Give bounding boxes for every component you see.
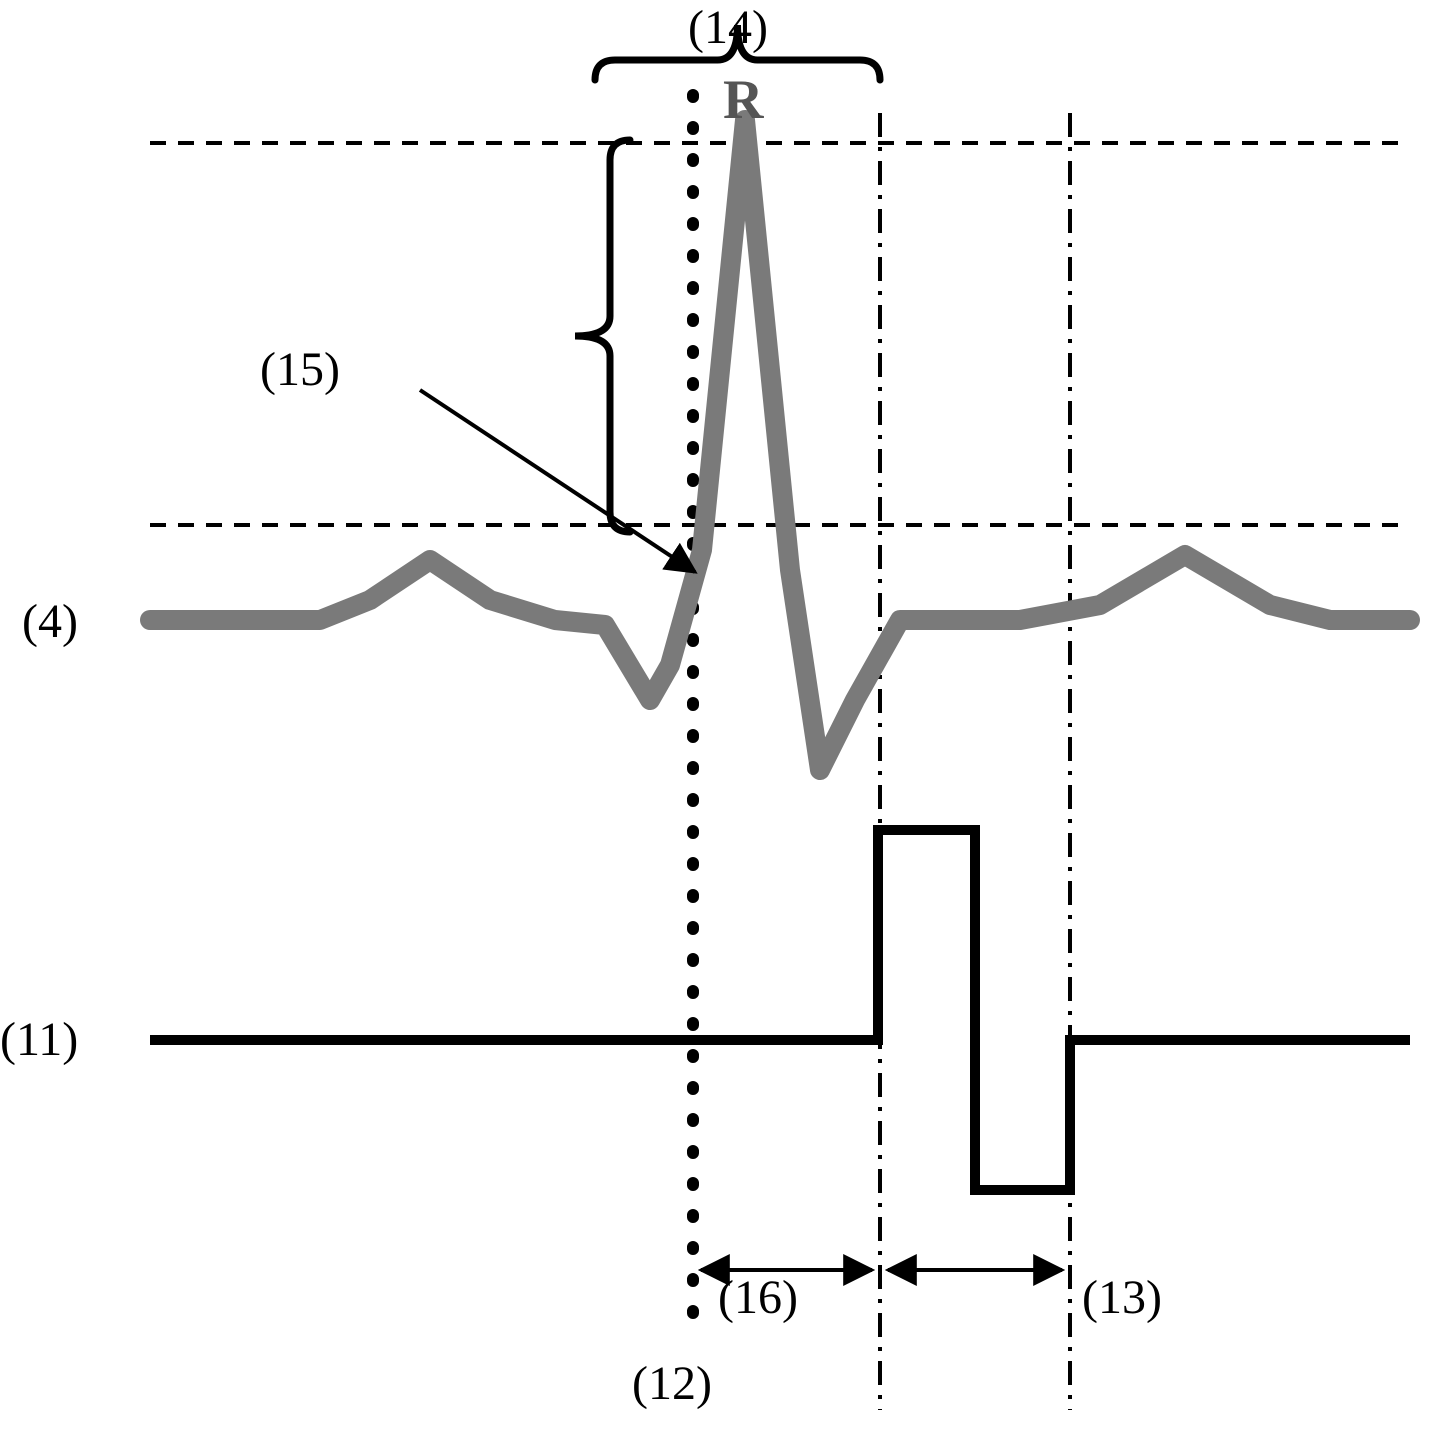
label-16: (16) [718, 1270, 798, 1325]
label-R: R [723, 68, 763, 132]
diagram-canvas: R (4) (11) (12) (13) (14) (15) (16) [0, 0, 1448, 1443]
label-13: (13) [1082, 1270, 1162, 1325]
label-4: (4) [22, 594, 78, 649]
label-15: (15) [260, 342, 340, 397]
label-11: (11) [0, 1012, 78, 1067]
label-14: (14) [688, 0, 768, 55]
label-12: (12) [632, 1356, 712, 1411]
diagram-svg [0, 0, 1448, 1443]
